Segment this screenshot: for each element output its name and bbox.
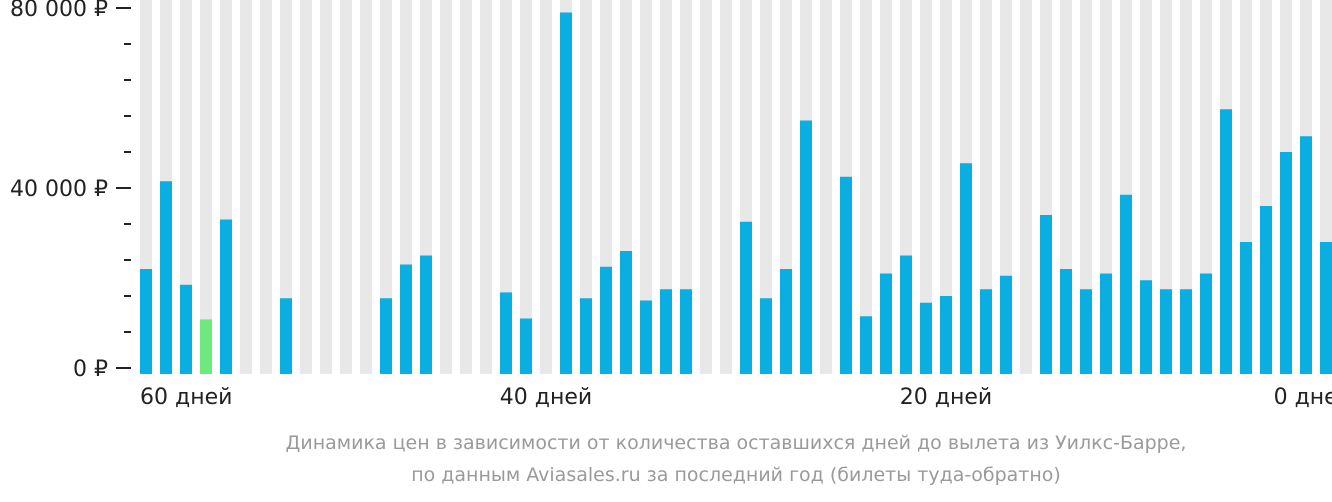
price-bar[interactable]: [660, 289, 672, 374]
price-bar[interactable]: [860, 316, 872, 374]
column-background: [180, 0, 192, 374]
y-axis: 80 000 ₽ 40 000 ₽ 0 ₽: [10, 0, 131, 382]
column-background: [240, 0, 252, 374]
price-bar[interactable]: [1300, 136, 1312, 374]
column-background: [680, 0, 692, 374]
price-bar[interactable]: [1320, 242, 1332, 374]
column-background: [860, 0, 872, 374]
column-background: [640, 0, 652, 374]
y-tick-label: 80 000 ₽: [10, 0, 108, 22]
column-background: [380, 0, 392, 374]
chart-caption-line-1: Динамика цен в зависимости от количества…: [285, 432, 1187, 454]
price-bar[interactable]: [680, 289, 692, 374]
column-background: [340, 0, 352, 374]
y-tick-label: 40 000 ₽: [10, 177, 108, 202]
price-bar[interactable]: [420, 255, 432, 375]
column-background: [460, 0, 472, 374]
column-background: [1160, 0, 1172, 374]
price-bar[interactable]: [920, 302, 932, 374]
price-bar[interactable]: [1240, 242, 1252, 374]
price-bar[interactable]: [780, 269, 792, 374]
price-bar[interactable]: [880, 273, 892, 375]
price-bar[interactable]: [180, 284, 192, 374]
column-background: [760, 0, 772, 374]
column-background: [980, 0, 992, 374]
price-bar[interactable]: [160, 181, 172, 374]
price-bar[interactable]: [620, 251, 632, 374]
price-bar[interactable]: [1060, 269, 1072, 374]
price-bar[interactable]: [220, 219, 232, 375]
price-chart: 80 000 ₽ 40 000 ₽ 0 ₽ 60 дней 40 дней 20 дне…: [10, 0, 1332, 410]
price-bar[interactable]: [1200, 273, 1212, 375]
price-bar[interactable]: [380, 298, 392, 374]
price-bar[interactable]: [500, 292, 512, 374]
column-background: [580, 0, 592, 374]
column-background: [700, 0, 712, 374]
price-bar[interactable]: [1120, 194, 1132, 374]
price-bar[interactable]: [900, 255, 912, 375]
price-bar[interactable]: [1180, 289, 1192, 374]
x-tick-label: 60 дней: [140, 385, 232, 410]
column-background: [300, 0, 312, 374]
price-bar[interactable]: [760, 298, 772, 374]
background-columns: [140, 0, 1332, 374]
price-bar[interactable]: [1080, 289, 1092, 374]
price-bar[interactable]: [1280, 152, 1292, 374]
column-background: [280, 0, 292, 374]
x-tick-label: 0 дней: [1274, 385, 1332, 410]
price-bar[interactable]: [980, 289, 992, 374]
column-background: [520, 0, 532, 374]
price-bars: [140, 12, 1332, 375]
column-background: [940, 0, 952, 374]
price-bar[interactable]: [280, 298, 292, 374]
price-bar[interactable]: [1140, 280, 1152, 374]
x-tick-label: 40 дней: [500, 385, 592, 410]
price-bar[interactable]: [1220, 109, 1232, 374]
price-bar[interactable]: [1040, 215, 1052, 374]
column-background: [720, 0, 732, 374]
column-background: [500, 0, 512, 374]
column-background: [200, 0, 212, 374]
column-background: [660, 0, 672, 374]
column-background: [260, 0, 272, 374]
price-bar[interactable]: [1160, 289, 1172, 374]
column-background: [480, 0, 492, 374]
price-bar[interactable]: [1260, 206, 1272, 374]
column-background: [1180, 0, 1192, 374]
column-background: [540, 0, 552, 374]
price-bar[interactable]: [140, 269, 152, 374]
column-background: [820, 0, 832, 374]
price-bar[interactable]: [600, 266, 612, 374]
column-background: [1080, 0, 1092, 374]
chart-caption-line-2: по данным Aviasales.ru за последний год …: [411, 464, 1061, 486]
price-bar[interactable]: [640, 300, 652, 375]
column-background: [320, 0, 332, 374]
price-bar-cheapest[interactable]: [200, 319, 212, 374]
price-bar[interactable]: [400, 264, 412, 375]
price-bar[interactable]: [1000, 275, 1012, 374]
column-background: [1020, 0, 1032, 374]
price-bar[interactable]: [1100, 273, 1112, 375]
x-axis: 60 дней 40 дней 20 дней 0 дней: [140, 385, 1332, 410]
price-bar[interactable]: [740, 221, 752, 374]
price-bar[interactable]: [840, 176, 852, 374]
price-bar[interactable]: [800, 120, 812, 375]
price-bar[interactable]: [520, 318, 532, 375]
column-background: [360, 0, 372, 374]
y-tick-label: 0 ₽: [73, 357, 108, 382]
x-tick-label: 20 дней: [900, 385, 992, 410]
column-background: [440, 0, 452, 374]
price-bar[interactable]: [940, 296, 952, 374]
price-bar[interactable]: [560, 12, 572, 375]
price-bar[interactable]: [580, 298, 592, 374]
column-background: [920, 0, 932, 374]
price-bar[interactable]: [960, 163, 972, 374]
